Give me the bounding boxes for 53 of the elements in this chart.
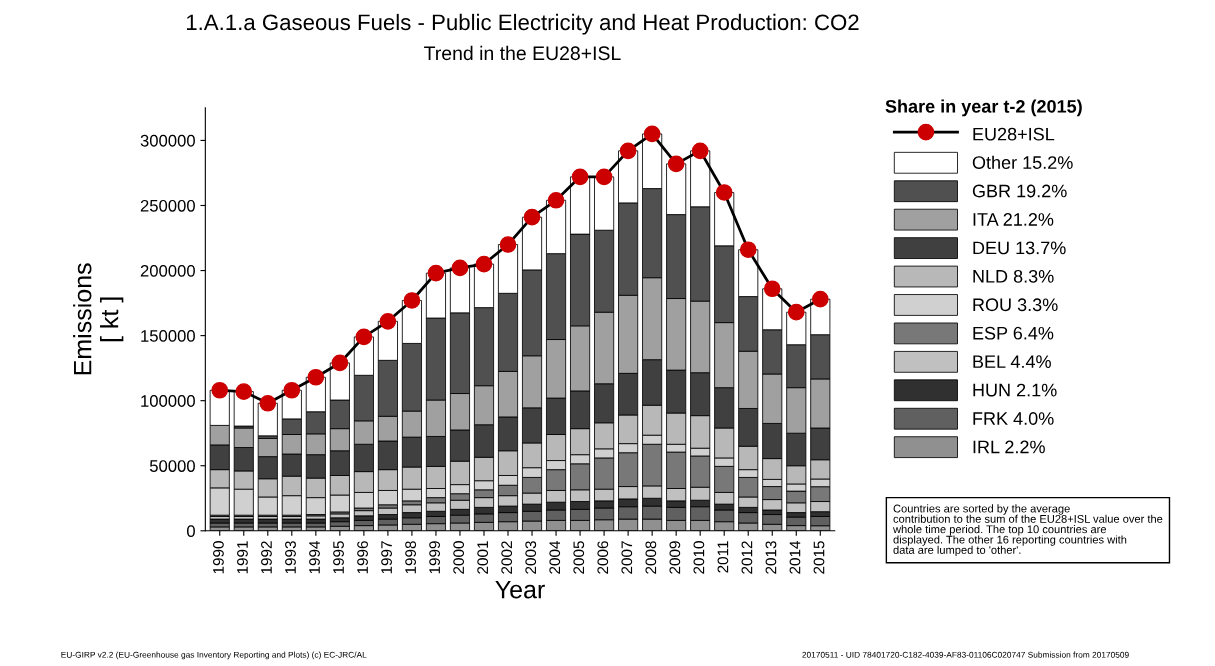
y-tick-label: 50000: [149, 460, 195, 472]
x-tick-label: 1992: [261, 541, 272, 574]
x-tick-label: 1995: [333, 541, 344, 574]
x-tick-label: 2003: [525, 541, 537, 574]
x-tick-label: 2011: [717, 541, 729, 573]
legend-title: Share in year t-2 (2015): [885, 99, 1082, 117]
text: 20170511 - UID 78401720-C182-4039-AF83-01106C020747 Submission from 20170509: [802, 651, 1129, 658]
y-tick-label: 250000: [140, 199, 195, 212]
x-tick-label: 1991: [237, 541, 248, 574]
x-tick-label: 2012: [741, 541, 753, 574]
x-tick-label: 1996: [357, 541, 368, 574]
text: Countries are sorted by the average contribution to the sum of the EU28+ISL value over the whole time period. The top 10 countries are displayed. The other 16 reporting countries with data are lumped to 'other'.: [893, 504, 1163, 557]
x-tick-label: 1990: [213, 541, 224, 574]
y-tick-label: 300000: [140, 134, 195, 147]
legend-label: ITA 21.2%: [973, 213, 1054, 226]
x-tick-label: 2006: [597, 541, 609, 574]
y-tick-label: 0: [187, 525, 195, 538]
legend-label: DEU 13.7%: [973, 241, 1066, 255]
x-tick-label: 2004: [549, 540, 561, 574]
x-tick-label: 1998: [405, 541, 417, 574]
legend-label: EU28+ISL: [973, 127, 1055, 141]
x-tick-label: 2002: [501, 541, 513, 574]
x-tick-label: 1997: [381, 541, 392, 574]
chart-title: 1.A.1.a Gaseous Fuels - Public Electricity and Heat Production: CO2: [186, 13, 859, 35]
legend-label: NLD 8.3%: [973, 269, 1054, 283]
x-tick-label: 2010: [693, 541, 705, 574]
x-tick-label: 2000: [453, 541, 465, 574]
x-tick-label: 2005: [573, 541, 585, 574]
x-tick-label: 2013: [765, 541, 777, 574]
x-tick-label: 1994: [309, 540, 320, 574]
legend-label: ESP 6.4%: [973, 326, 1054, 340]
legend-label: GBR 19.2%: [972, 184, 1067, 198]
y-axis-title: Emissions [ kt ]: [73, 263, 124, 375]
x-tick-label: 2001: [477, 541, 489, 574]
text: EU-GIRP v2.2 (EU-Greenhouse gas Inventory Reporting and Plots) (c) EC-JRC/AL: [61, 651, 367, 660]
x-tick-label: 2007: [621, 541, 633, 574]
y-tick-label: 200000: [140, 264, 195, 277]
y-tick-label: 100000: [141, 395, 195, 407]
legend-label: BEL 4.4%: [973, 355, 1051, 368]
legend-label: FRK 4.0%: [973, 412, 1054, 425]
x-tick-label: 2014: [789, 540, 801, 574]
legend-label: IRL 2.2%: [973, 440, 1045, 454]
chart-subtitle: Trend in the EU28+ISL: [424, 45, 621, 61]
legend-label: HUN 2.1%: [973, 383, 1057, 397]
x-axis-title: Year: [495, 580, 545, 599]
x-tick-label: 1999: [429, 541, 441, 574]
legend-label: ROU 3.3%: [973, 298, 1058, 312]
x-tick-label: 2009: [669, 541, 681, 574]
x-tick-label: 1993: [285, 541, 296, 574]
y-tick-label: 150000: [141, 330, 195, 342]
x-tick-label: 2015: [813, 541, 825, 574]
legend-label: Other 15.2%: [972, 155, 1073, 169]
x-tick-label: 2008: [645, 541, 657, 574]
